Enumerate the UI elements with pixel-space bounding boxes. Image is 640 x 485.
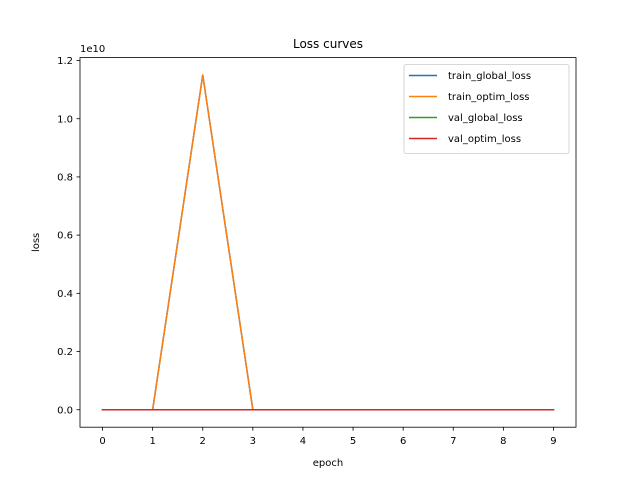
y-axis-offset-label: 1e10 bbox=[80, 44, 105, 55]
x-tick-label: 3 bbox=[250, 436, 256, 447]
x-tick-label: 5 bbox=[350, 436, 356, 447]
x-tick-label: 4 bbox=[300, 436, 306, 447]
x-tick-label: 7 bbox=[450, 436, 456, 447]
y-axis-label: loss bbox=[31, 233, 42, 252]
legend-label: val_global_loss bbox=[448, 113, 523, 124]
legend: train_global_loss train_optim_loss val_glo… bbox=[403, 64, 570, 154]
x-tick-label: 8 bbox=[500, 436, 506, 447]
x-tick-label: 6 bbox=[400, 436, 406, 447]
legend-label: train_global_loss bbox=[448, 71, 531, 82]
y-tick-label: 0.6 bbox=[57, 231, 73, 242]
y-tick-label: 0.2 bbox=[57, 347, 73, 358]
x-tick-label: 9 bbox=[550, 436, 556, 447]
legend-box bbox=[403, 64, 570, 154]
series-lines bbox=[101, 74, 555, 411]
x-tick-label: 0 bbox=[99, 436, 105, 447]
y-tick-label: 1.0 bbox=[57, 114, 73, 125]
y-tick-label: 0.8 bbox=[57, 173, 73, 184]
legend-label: train_optim_loss bbox=[448, 92, 530, 103]
x-axis-ticks: 0 1 2 3 4 5 6 7 8 9 bbox=[99, 427, 557, 447]
y-tick-label: 0.4 bbox=[57, 289, 73, 300]
y-axis-ticks: 0.0 0.2 0.4 0.6 0.8 1.0 1.2 bbox=[57, 56, 80, 416]
axes-frame bbox=[79, 57, 577, 428]
x-tick-label: 1 bbox=[149, 436, 155, 447]
y-tick-label: 0.0 bbox=[57, 405, 73, 416]
x-axis-label: epoch bbox=[313, 458, 343, 469]
y-tick-label: 1.2 bbox=[57, 56, 73, 67]
legend-label: val_optim_loss bbox=[448, 134, 521, 145]
x-tick-label: 2 bbox=[200, 436, 206, 447]
chart-title: Loss curves bbox=[293, 37, 363, 51]
